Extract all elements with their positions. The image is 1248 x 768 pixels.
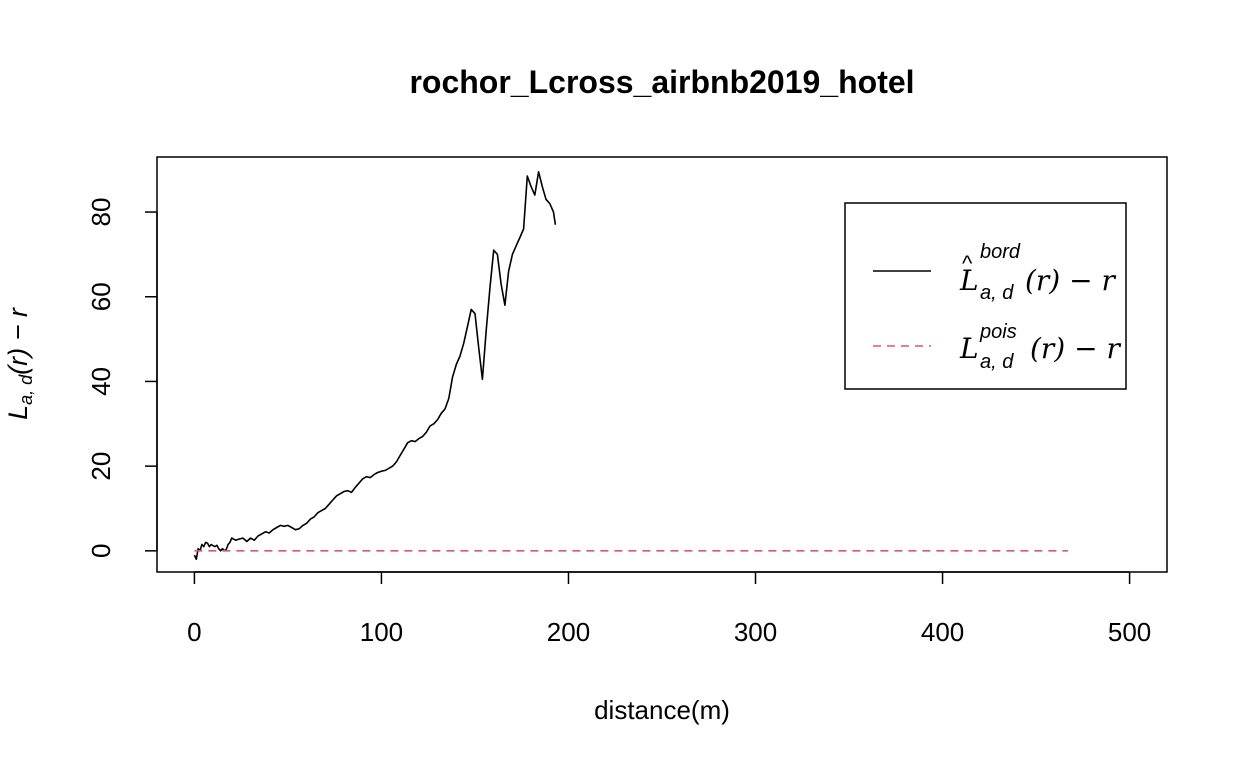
x-axis: 0 100 200 300 400 500 [187, 571, 1151, 647]
legend: L ^ bord a, d (r) − r L pois a, d (r) − … [844, 202, 1127, 390]
y-tick-label: 60 [86, 282, 116, 311]
legend-sup-bord: bord [980, 241, 1021, 263]
legend-hat-bord: ^ [962, 251, 973, 276]
x-tick-label: 300 [734, 617, 777, 647]
x-tick-label: 500 [1108, 617, 1151, 647]
y-tick-label: 0 [86, 544, 116, 558]
legend-box [844, 202, 1127, 390]
y-axis-label-sub: a, d [16, 374, 36, 405]
legend-rest-bord: (r) − r [1025, 264, 1116, 297]
x-tick-label: 200 [547, 617, 590, 647]
legend-sup-pois: pois [979, 321, 1017, 343]
x-axis-label: distance(m) [594, 695, 730, 725]
series-line-0 [193, 171, 557, 561]
x-tick-label: 400 [921, 617, 964, 647]
legend-sub-pois: a, d [980, 351, 1014, 373]
legend-label-pois-main: L [959, 332, 979, 365]
chart-title: rochor_Lcross_airbnb2019_hotel [409, 64, 914, 100]
y-axis-label-rest: (r) − r [3, 307, 33, 375]
y-tick-label: 20 [86, 452, 116, 481]
y-axis-label-main: L [3, 405, 33, 420]
legend-label-bord-main: L [959, 264, 979, 297]
y-tick-label: 40 [86, 367, 116, 396]
legend-sub-bord: a, d [980, 282, 1014, 304]
legend-label-bord: L [959, 264, 979, 297]
y-tick-label: 80 [86, 198, 116, 227]
legend-label-pois: L [959, 332, 979, 365]
x-tick-label: 100 [360, 617, 403, 647]
x-tick-label: 0 [187, 617, 201, 647]
y-axis-label: La, d(r) − r [3, 307, 36, 420]
y-axis: 0 20 40 60 80 [86, 198, 158, 558]
legend-rest-pois: (r) − r [1030, 332, 1121, 365]
series-layer [193, 171, 1068, 561]
